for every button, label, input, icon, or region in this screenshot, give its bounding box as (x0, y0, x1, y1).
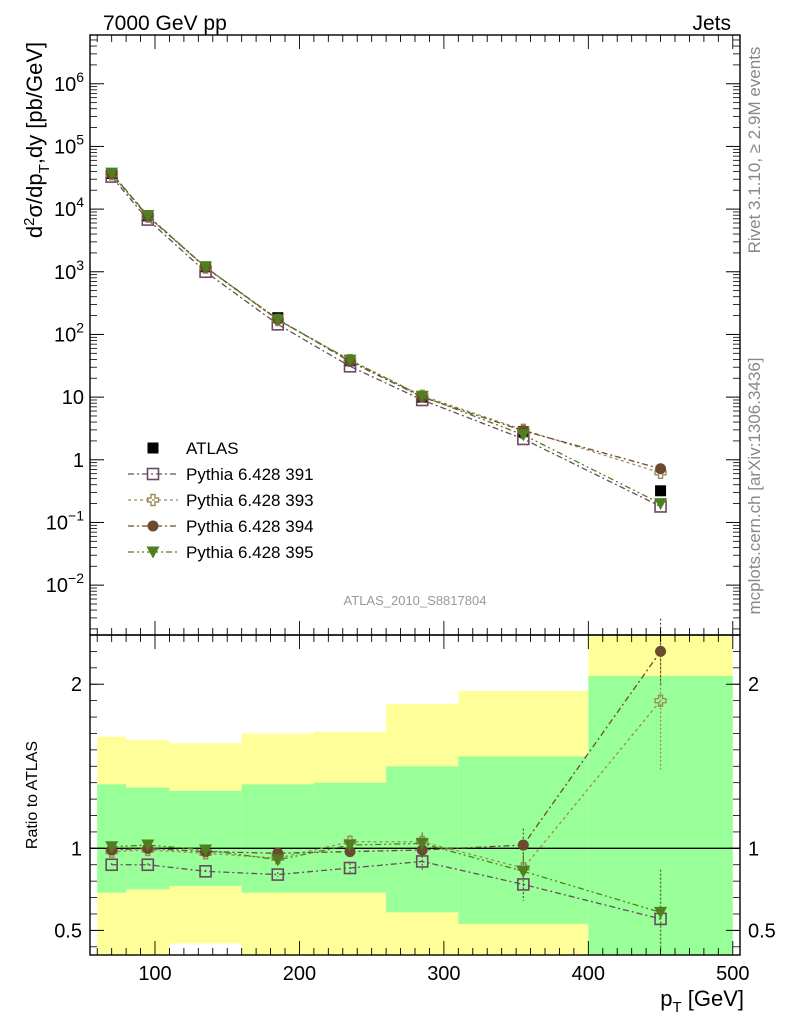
ratio-point-0-4 (343, 861, 357, 875)
legend-label-4: Pythia 6.428 395 (186, 543, 314, 562)
legend-marker-3 (147, 520, 159, 532)
ratio-point-3-7 (654, 906, 668, 919)
legend-marker-0 (147, 442, 159, 454)
x-tick-label-1: 200 (283, 963, 316, 985)
main-ytick-label-7: 10−1 (46, 507, 84, 534)
main-ytick-label-8: 10−2 (46, 570, 84, 597)
green-band-1 (126, 787, 170, 890)
x-tick-label-0: 100 (138, 963, 171, 985)
x-axis-label-unit: [GeV] (682, 986, 744, 1011)
main-line-4 (111, 172, 661, 505)
main-point-4-4 (343, 354, 357, 367)
legend-marker-4 (146, 546, 160, 559)
ratio-point-0-2 (199, 865, 212, 878)
main-ylabel: d2σ/dpT,dy [pb/GeV] (21, 42, 53, 238)
mcplots-label: mcplots.cern.ch [arXiv:1306.3436] (745, 357, 764, 614)
ratio-ytick-label-right-1: 1 (748, 838, 759, 860)
process-label: Jets (692, 12, 731, 35)
analysis-label: ATLAS_2010_S8817804 (344, 593, 487, 608)
main-point-4-7 (654, 498, 668, 511)
main-point-4-6 (516, 429, 530, 442)
main-ytick-label-3: 103 (54, 257, 84, 284)
legend-entry-2: Pythia 6.428 393 (128, 491, 314, 510)
main-point-0-7 (655, 485, 667, 497)
ratio-point-2-4 (344, 846, 356, 858)
main-point-4-2 (199, 261, 213, 274)
main-point-4-1 (141, 210, 155, 223)
ratio-line-2 (111, 651, 662, 854)
legend-entry-4: Pythia 6.428 395 (128, 543, 314, 562)
legend-label-1: Pythia 6.428 391 (186, 465, 314, 484)
ratio-point-3-6 (516, 865, 530, 878)
ratio-ylabel: Ratio to ATLAS (24, 741, 41, 849)
ratio-point-3-4 (343, 839, 357, 852)
green-band-0 (97, 784, 127, 893)
main-ytick-label-6: 1 (73, 450, 84, 472)
main-ytick-label-0: 106 (54, 69, 84, 96)
x-axis-label-main: p (660, 986, 672, 1011)
green-band-4 (313, 782, 387, 893)
ratio-line-3 (111, 842, 661, 913)
ratio-series-3 (105, 833, 668, 955)
ratio-point-3-0 (105, 841, 119, 854)
main-point-4-3 (271, 314, 285, 327)
main-series-2 (105, 168, 667, 479)
x-tick-label-3: 400 (572, 963, 605, 985)
legend-label-3: Pythia 6.428 394 (186, 517, 314, 536)
ratio-point-2-6 (517, 839, 529, 851)
ratio-point-3-5 (415, 837, 429, 850)
x-axis-label: pT [GeV] (660, 986, 744, 1016)
legend-entry-3: Pythia 6.428 394 (128, 517, 314, 536)
main-series-4 (105, 167, 668, 511)
ratio-point-3-1 (141, 839, 155, 852)
ratio-ytick-label-right-2: 2 (748, 674, 759, 696)
main-line-2 (111, 173, 661, 474)
ratio-panel-series (105, 618, 668, 955)
legend-entry-1: Pythia 6.428 391 (128, 465, 314, 484)
main-point-4-5 (415, 390, 429, 403)
legend: ATLAS Pythia 6.428 391 Pythia 6.428 393 Pyt… (128, 439, 314, 562)
main-panel-series (105, 167, 668, 513)
main-series-1 (105, 170, 667, 513)
main-point-3-7 (655, 463, 667, 475)
main-series-3 (106, 167, 667, 475)
ratio-point-2-7 (655, 645, 667, 657)
main-point-4-0 (105, 167, 119, 180)
rivet-version-label: Rivet 3.1.10, ≥ 2.9M events (745, 47, 764, 254)
ratio-point-3-2 (199, 844, 213, 857)
main-line-1 (111, 176, 661, 508)
legend-marker-1 (146, 467, 160, 481)
ratio-point-0-0 (105, 858, 118, 872)
x-tick-label-4: 500 (716, 963, 749, 985)
green-band-3 (241, 784, 314, 893)
x-axis-label-sub: T (672, 999, 681, 1016)
main-ytick-label-2: 104 (54, 194, 84, 221)
legend-label-2: Pythia 6.428 393 (186, 491, 314, 510)
legend-entry-0: ATLAS (147, 439, 239, 458)
collision-label: 7000 GeV pp (103, 12, 227, 35)
main-ytick-label-5: 10 (62, 387, 84, 409)
legend-marker-2 (146, 493, 160, 507)
ratio-line-0 (111, 860, 661, 920)
main-line-3 (111, 173, 661, 470)
legend-label-0: ATLAS (186, 439, 239, 458)
ratio-ytick-label-1: 1 (71, 838, 82, 860)
main-ytick-label-1: 105 (54, 131, 84, 158)
ratio-point-3-3 (271, 854, 285, 867)
x-tick-label-2: 300 (427, 963, 460, 985)
ratio-ytick-label-right-0: 0.5 (748, 920, 776, 942)
ratio-ytick-label-0: 0.5 (54, 920, 82, 942)
ratio-point-0-3 (271, 868, 285, 881)
main-ytick-label-4: 102 (54, 319, 84, 346)
ratio-point-1-7 (654, 694, 667, 707)
ratio-ytick-label-2: 2 (71, 674, 82, 696)
ratio-point-0-5 (415, 855, 429, 868)
ratio-point-0-1 (141, 858, 155, 872)
